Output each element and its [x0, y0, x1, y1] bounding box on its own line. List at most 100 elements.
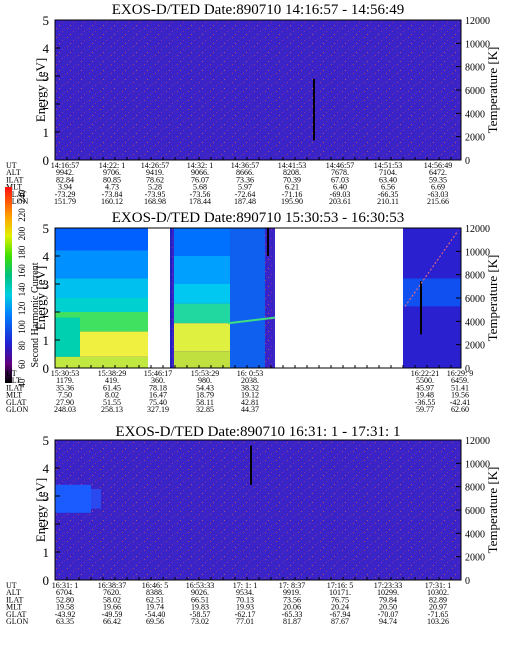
orbit-cell: 20.24 [331, 603, 349, 612]
orbit-cell: 15:38:29 [98, 369, 126, 378]
orbit-cell: 19.58 [56, 603, 74, 612]
colorbar [5, 187, 12, 383]
orbit-cell: 5.97 [238, 183, 252, 192]
panel-title: EXOS-D/TED Date:890710 15:30:53 - 16:30:… [112, 210, 404, 226]
orbit-cell: 15:30:53 [51, 369, 79, 378]
orbit-cell: 75.40 [149, 398, 167, 407]
orbit-row-label: MLT [6, 183, 22, 192]
orbit-row-label: GLAT [6, 610, 27, 619]
orbit-cell: 14:36:57 [231, 161, 259, 170]
y2-tick-label: 12000 [465, 436, 490, 447]
y2-tick-label: 12000 [465, 16, 490, 27]
orbit-cell: 8.02 [105, 391, 119, 400]
orbit-cell: 10171. [329, 588, 351, 597]
orbit-cell: 59.35 [429, 175, 447, 184]
orbit-cell: 20.50 [379, 603, 397, 612]
y-tick-label: 1 [43, 333, 50, 348]
panel-1: EXOS-D/TED Date:890710 14:16:57 - 14:56:… [6, 2, 500, 206]
orbit-cell: -67.94 [330, 610, 351, 619]
orbit-cell: 14:46:57 [326, 161, 354, 170]
orbit-cell: 70.13 [236, 595, 254, 604]
orbit-cell: 51.55 [103, 398, 121, 407]
orbit-cell: -71.65 [428, 610, 449, 619]
y2-tick-label: 6000 [465, 86, 485, 97]
colorbar-tick-label: 80 [17, 341, 27, 351]
orbit-cell: 9066. [191, 168, 209, 177]
orbit-cell: 14:26:57 [141, 161, 169, 170]
colorbar-tick-label: 240 [17, 189, 27, 203]
orbit-cell: 14:22: 1 [99, 161, 125, 170]
orbit-cell: 58.11 [196, 398, 214, 407]
orbit-cell: 38.32 [241, 383, 259, 392]
colorbar-tick-label: 120 [17, 301, 27, 315]
data-gap [148, 228, 170, 368]
orbit-cell: -73.29 [55, 190, 76, 199]
orbit-cell: 66.51 [191, 595, 209, 604]
orbit-cell: 82.84 [56, 175, 74, 184]
orbit-cell: 1179. [56, 376, 74, 385]
orbit-cell: 19.74 [146, 603, 164, 612]
orbit-cell: 16:38:37 [98, 581, 126, 590]
orbit-cell: 17: 8:37 [279, 581, 305, 590]
orbit-row-label: ILAT [6, 383, 23, 392]
panel-title: EXOS-D/TED Date:890710 14:16:57 - 14:56:… [112, 2, 404, 18]
y2-tick-label: 0 [465, 156, 470, 167]
spectrum-band [55, 298, 148, 312]
orbit-cell: -73.56 [190, 190, 211, 199]
panel-2: EXOS-D/TED Date:890710 15:30:53 - 16:30:… [5, 187, 500, 414]
spectrum-band [403, 278, 461, 307]
orbit-cell: 187.48 [234, 197, 256, 206]
y-axis-label: Energy [eV] [33, 266, 48, 330]
orbit-cell: 2038. [241, 376, 259, 385]
orbit-cell: 10299. [377, 588, 399, 597]
orbit-cell: -71.16 [282, 190, 303, 199]
orbit-cell: 45.97 [416, 383, 434, 392]
orbit-cell: 81.87 [283, 617, 301, 626]
y-tick-label: 4 [43, 249, 50, 264]
panel-3: EXOS-D/TED Date:890710 16:31: 1 - 17:31:… [6, 424, 500, 626]
orbit-cell: 44.37 [241, 405, 259, 414]
orbit-cell: 19.12 [241, 391, 259, 400]
y-tick-label: 3 [43, 489, 50, 504]
orbit-cell: 19.83 [191, 603, 209, 612]
orbit-cell: -66.35 [378, 190, 399, 199]
spectrum-band [55, 356, 148, 368]
spectrum-band [227, 316, 276, 325]
orbit-cell: 69.56 [146, 617, 164, 626]
orbit-cell: 419. [105, 376, 119, 385]
orbit-cell: 248.03 [54, 405, 76, 414]
orbit-cell: -36.55 [415, 398, 436, 407]
y2-tick-label: 0 [465, 576, 470, 587]
data-gap [275, 228, 403, 368]
y2-tick-label: 10000 [465, 459, 490, 470]
orbit-cell: -63.03 [428, 190, 449, 199]
spectrum-band [91, 489, 101, 509]
orbit-cell: 5.68 [193, 183, 207, 192]
orbit-row-label: GLON [6, 197, 28, 206]
y2-tick-label: 6000 [465, 294, 485, 305]
spectrogram-field [55, 20, 461, 160]
y2-tick-label: 4000 [465, 109, 485, 120]
orbit-cell: -72.64 [235, 190, 256, 199]
orbit-cell: 79.84 [379, 595, 397, 604]
orbit-cell: 80.85 [103, 175, 121, 184]
spectrum-band [55, 228, 148, 251]
y-axis-label: Energy [eV] [33, 58, 48, 122]
colorbar-tick-label: 40 [17, 378, 27, 388]
y-tick-label: 2 [43, 517, 50, 532]
y2-tick-label: 0 [465, 364, 470, 375]
orbit-cell: 6.21 [285, 183, 299, 192]
orbit-cell: 63.40 [379, 175, 397, 184]
y-tick-label: 5 [43, 433, 50, 448]
spectrum-band [55, 250, 148, 279]
orbit-cell: 17:31: 1 [425, 581, 451, 590]
orbit-cell: 54.43 [196, 383, 214, 392]
orbit-row-label: ALT [6, 376, 21, 385]
orbit-cell: 15:46:17 [144, 369, 172, 378]
orbit-cell: 52.80 [56, 595, 74, 604]
orbit-cell: 14:16:57 [51, 161, 79, 170]
orbit-cell: 73.36 [236, 175, 254, 184]
y2-tick-label: 2000 [465, 553, 485, 564]
orbit-cell: 14:41:53 [278, 161, 306, 170]
